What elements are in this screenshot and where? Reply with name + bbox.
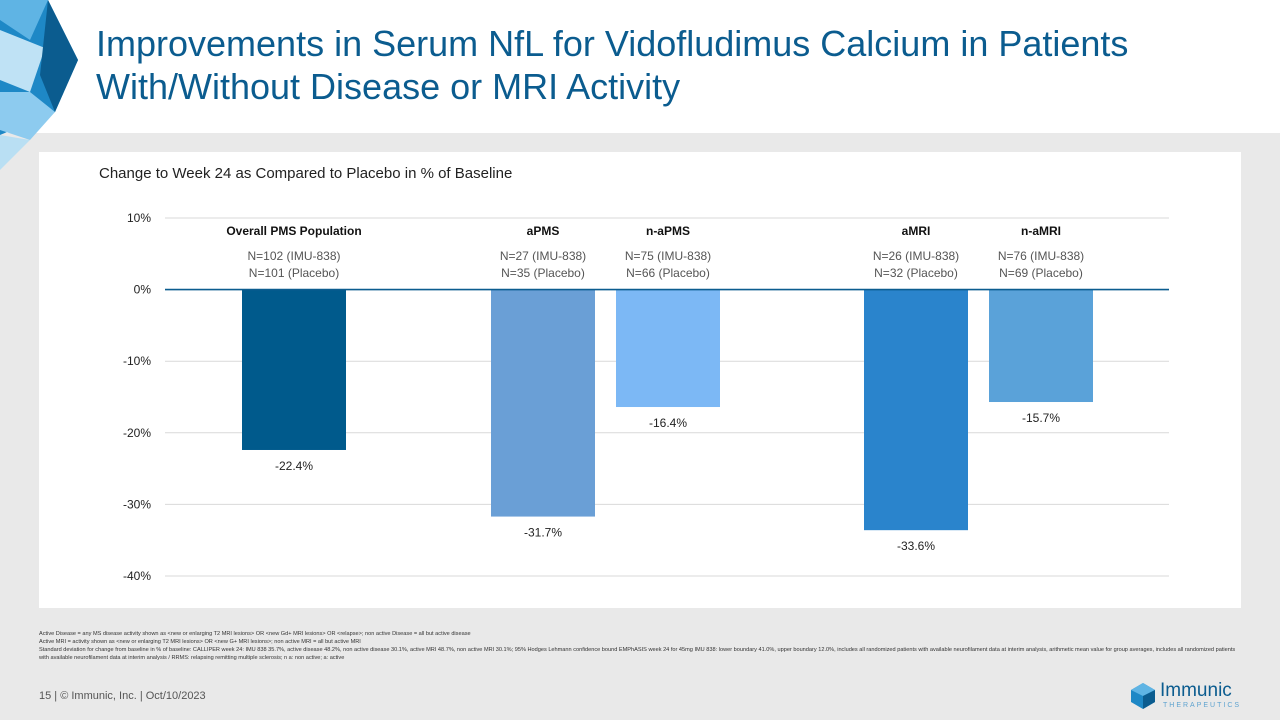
data-label: -15.7% — [1022, 411, 1060, 425]
footnotes: Active Disease = any MS disease activity… — [39, 630, 1239, 662]
y-tick-label: -20% — [123, 426, 151, 440]
y-tick-label: -10% — [123, 354, 151, 368]
footnote-2: Active MRI = activity shown as <new or e… — [39, 639, 361, 645]
n-placebo-label: N=69 (Placebo) — [999, 266, 1083, 280]
bar-chart: Change to Week 24 as Compared to Placebo… — [99, 165, 1169, 583]
group-label: aMRI — [902, 224, 931, 238]
data-label: -33.6% — [897, 539, 935, 553]
logo-name: Immunic — [1160, 680, 1232, 701]
data-label: -22.4% — [275, 459, 313, 473]
logo-icon — [1131, 683, 1155, 709]
bar — [616, 289, 720, 408]
n-imu-label: N=27 (IMU-838) — [500, 249, 586, 263]
n-placebo-label: N=101 (Placebo) — [249, 266, 339, 280]
y-tick-label: -30% — [123, 497, 151, 511]
y-tick-label: 10% — [127, 211, 151, 225]
group-label: Overall PMS Population — [226, 224, 361, 238]
slide-header: Improvements in Serum NfL for Vidofludim… — [0, 0, 1280, 170]
data-label: -16.4% — [649, 416, 687, 430]
n-imu-label: N=102 (IMU-838) — [247, 249, 340, 263]
group-label: n-aPMS — [646, 224, 690, 238]
y-tick-label: -40% — [123, 569, 151, 583]
footnote-1: Active Disease = any MS disease activity… — [39, 631, 471, 637]
n-imu-label: N=75 (IMU-838) — [625, 249, 711, 263]
slide-footer: 15 | © Immunic, Inc. | Oct/10/2023 — [39, 690, 206, 702]
bar — [989, 289, 1093, 403]
chart-title: Change to Week 24 as Compared to Placebo… — [99, 165, 512, 182]
n-imu-label: N=26 (IMU-838) — [873, 249, 959, 263]
n-placebo-label: N=35 (Placebo) — [501, 266, 585, 280]
bar — [491, 289, 595, 517]
n-imu-label: N=76 (IMU-838) — [998, 249, 1084, 263]
data-label: -31.7% — [524, 526, 562, 540]
company-logo: Immunic THERAPEUTICS — [1130, 680, 1245, 712]
footnote-3: Standard deviation for change from basel… — [39, 647, 1236, 661]
bar — [864, 289, 968, 531]
n-placebo-label: N=66 (Placebo) — [626, 266, 710, 280]
slide-title: Improvements in Serum NfL for Vidofludim… — [96, 23, 1129, 107]
logo-subtitle: THERAPEUTICS — [1163, 702, 1242, 709]
chart-panel: Change to Week 24 as Compared to Placebo… — [39, 152, 1241, 608]
bar — [242, 289, 346, 450]
group-label: aPMS — [527, 224, 560, 238]
group-label: n-aMRI — [1021, 224, 1061, 238]
y-tick-label: 0% — [134, 283, 152, 297]
n-placebo-label: N=32 (Placebo) — [874, 266, 958, 280]
corner-decoration — [0, 0, 78, 170]
